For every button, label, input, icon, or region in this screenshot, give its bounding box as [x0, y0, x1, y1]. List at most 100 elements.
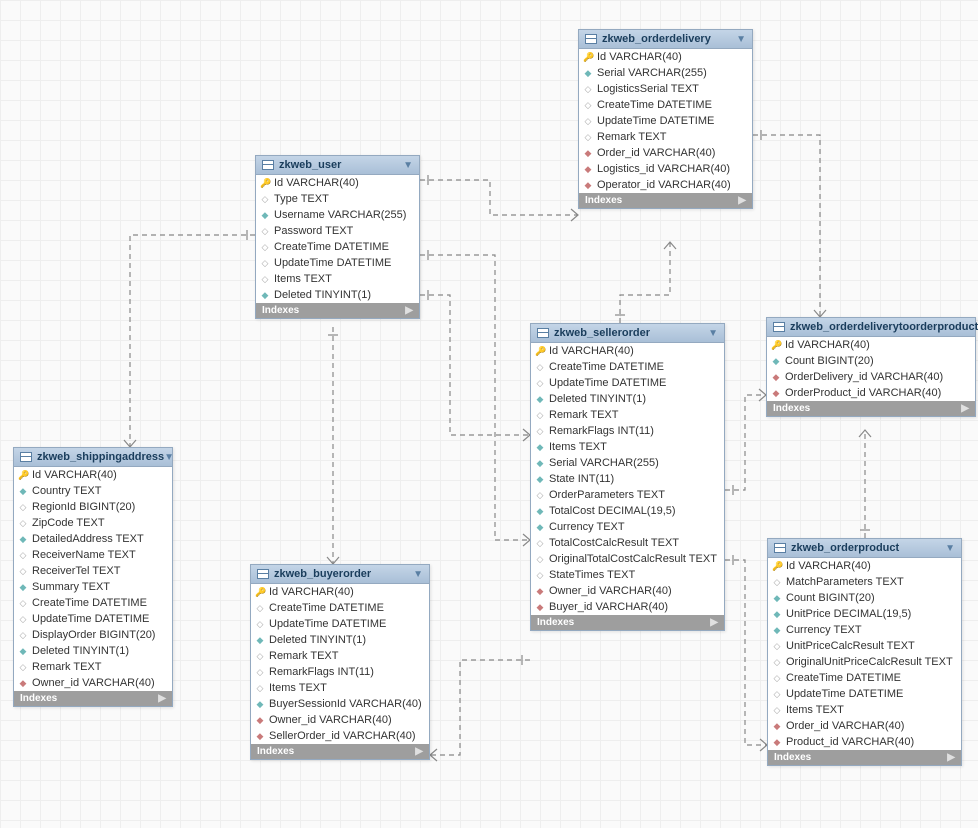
column-row[interactable]: ◆Operator_id VARCHAR(40) — [579, 177, 752, 193]
table-footer-indexes[interactable]: Indexes▶ — [767, 401, 975, 416]
collapse-icon[interactable]: ▼ — [736, 34, 746, 45]
table-footer-indexes[interactable]: Indexes▶ — [251, 744, 429, 759]
column-row[interactable]: ◆Country TEXT — [14, 483, 172, 499]
column-row[interactable]: ◇UpdateTime DATETIME — [256, 255, 419, 271]
column-row[interactable]: ◇ReceiverName TEXT — [14, 547, 172, 563]
column-row[interactable]: ◆Username VARCHAR(255) — [256, 207, 419, 223]
column-row[interactable]: 🔑Id VARCHAR(40) — [531, 343, 724, 359]
column-row[interactable]: ◇UpdateTime DATETIME — [579, 113, 752, 129]
column-row[interactable]: ◇ZipCode TEXT — [14, 515, 172, 531]
column-row[interactable]: 🔑Id VARCHAR(40) — [251, 584, 429, 600]
column-row[interactable]: ◆Count BIGINT(20) — [768, 590, 961, 606]
column-row[interactable]: ◇Items TEXT — [256, 271, 419, 287]
column-row[interactable]: ◇StateTimes TEXT — [531, 567, 724, 583]
column-row[interactable]: ◆Serial VARCHAR(255) — [579, 65, 752, 81]
column-row[interactable]: ◆Deleted TINYINT(1) — [251, 632, 429, 648]
column-row[interactable]: ◇OrderParameters TEXT — [531, 487, 724, 503]
table-header[interactable]: zkweb_buyerorder▼ — [251, 565, 429, 584]
column-row[interactable]: ◆TotalCost DECIMAL(19,5) — [531, 503, 724, 519]
column-row[interactable]: ◆Order_id VARCHAR(40) — [579, 145, 752, 161]
column-row[interactable]: ◇UnitPriceCalcResult TEXT — [768, 638, 961, 654]
column-row[interactable]: ◆Count BIGINT(20) — [767, 353, 975, 369]
column-row[interactable]: ◇RegionId BIGINT(20) — [14, 499, 172, 515]
collapse-icon[interactable]: ▼ — [164, 452, 174, 463]
collapse-icon[interactable]: ▼ — [403, 160, 413, 171]
table-orderproduct[interactable]: zkweb_orderproduct▼🔑Id VARCHAR(40)◇Match… — [767, 538, 962, 766]
column-row[interactable]: ◇CreateTime DATETIME — [14, 595, 172, 611]
column-row[interactable]: ◇ReceiverTel TEXT — [14, 563, 172, 579]
column-row[interactable]: ◇DisplayOrder BIGINT(20) — [14, 627, 172, 643]
column-row[interactable]: ◇Remark TEXT — [579, 129, 752, 145]
column-row[interactable]: ◇MatchParameters TEXT — [768, 574, 961, 590]
column-row[interactable]: ◆Order_id VARCHAR(40) — [768, 718, 961, 734]
column-row[interactable]: ◆Summary TEXT — [14, 579, 172, 595]
column-row[interactable]: ◇Type TEXT — [256, 191, 419, 207]
column-row[interactable]: ◆DetailedAddress TEXT — [14, 531, 172, 547]
column-row[interactable]: ◇UpdateTime DATETIME — [531, 375, 724, 391]
column-row[interactable]: ◆Deleted TINYINT(1) — [256, 287, 419, 303]
table-footer-indexes[interactable]: Indexes▶ — [579, 193, 752, 208]
column-row[interactable]: ◆Logistics_id VARCHAR(40) — [579, 161, 752, 177]
table-orderdeliverytoorderproduct[interactable]: zkweb_orderdeliverytoorderproduct▼🔑Id VA… — [766, 317, 976, 417]
table-buyerorder[interactable]: zkweb_buyerorder▼🔑Id VARCHAR(40)◇CreateT… — [250, 564, 430, 760]
column-row[interactable]: ◆Items TEXT — [531, 439, 724, 455]
column-row[interactable]: ◇RemarkFlags INT(11) — [531, 423, 724, 439]
column-row[interactable]: ◆SellerOrder_id VARCHAR(40) — [251, 728, 429, 744]
column-row[interactable]: ◇CreateTime DATETIME — [579, 97, 752, 113]
column-row[interactable]: ◆Currency TEXT — [768, 622, 961, 638]
column-row[interactable]: ◆Owner_id VARCHAR(40) — [14, 675, 172, 691]
column-row[interactable]: 🔑Id VARCHAR(40) — [14, 467, 172, 483]
column-row[interactable]: ◇UpdateTime DATETIME — [14, 611, 172, 627]
column-row[interactable]: ◇CreateTime DATETIME — [768, 670, 961, 686]
column-row[interactable]: ◇CreateTime DATETIME — [256, 239, 419, 255]
table-footer-indexes[interactable]: Indexes▶ — [14, 691, 172, 706]
column-row[interactable]: ◇Items TEXT — [251, 680, 429, 696]
table-footer-indexes[interactable]: Indexes▶ — [256, 303, 419, 318]
column-row[interactable]: ◆UnitPrice DECIMAL(19,5) — [768, 606, 961, 622]
column-row[interactable]: ◆OrderProduct_id VARCHAR(40) — [767, 385, 975, 401]
column-row[interactable]: ◆Serial VARCHAR(255) — [531, 455, 724, 471]
column-row[interactable]: ◇Items TEXT — [768, 702, 961, 718]
column-row[interactable]: 🔑Id VARCHAR(40) — [768, 558, 961, 574]
table-footer-indexes[interactable]: Indexes▶ — [531, 615, 724, 630]
table-header[interactable]: zkweb_orderdelivery▼ — [579, 30, 752, 49]
column-row[interactable]: ◇OriginalTotalCostCalcResult TEXT — [531, 551, 724, 567]
column-row[interactable]: ◇OriginalUnitPriceCalcResult TEXT — [768, 654, 961, 670]
column-row[interactable]: 🔑Id VARCHAR(40) — [579, 49, 752, 65]
column-row[interactable]: ◆Buyer_id VARCHAR(40) — [531, 599, 724, 615]
table-header[interactable]: zkweb_orderproduct▼ — [768, 539, 961, 558]
column-row[interactable]: ◆Currency TEXT — [531, 519, 724, 535]
table-user[interactable]: zkweb_user▼🔑Id VARCHAR(40)◇Type TEXT◆Use… — [255, 155, 420, 319]
column-row[interactable]: ◆BuyerSessionId VARCHAR(40) — [251, 696, 429, 712]
collapse-icon[interactable]: ▼ — [708, 328, 718, 339]
table-header[interactable]: zkweb_sellerorder▼ — [531, 324, 724, 343]
column-row[interactable]: ◇UpdateTime DATETIME — [251, 616, 429, 632]
collapse-icon[interactable]: ▼ — [945, 543, 955, 554]
column-row[interactable]: ◆Product_id VARCHAR(40) — [768, 734, 961, 750]
column-row[interactable]: ◆Owner_id VARCHAR(40) — [531, 583, 724, 599]
column-row[interactable]: ◇Remark TEXT — [14, 659, 172, 675]
column-row[interactable]: ◇Password TEXT — [256, 223, 419, 239]
table-header[interactable]: zkweb_orderdeliverytoorderproduct▼ — [767, 318, 975, 337]
column-row[interactable]: ◇Remark TEXT — [251, 648, 429, 664]
column-row[interactable]: 🔑Id VARCHAR(40) — [256, 175, 419, 191]
column-row[interactable]: ◇CreateTime DATETIME — [531, 359, 724, 375]
column-row[interactable]: ◆Owner_id VARCHAR(40) — [251, 712, 429, 728]
table-header[interactable]: zkweb_user▼ — [256, 156, 419, 175]
column-row[interactable]: ◆Deleted TINYINT(1) — [531, 391, 724, 407]
collapse-icon[interactable]: ▼ — [413, 569, 423, 580]
column-row[interactable]: ◇UpdateTime DATETIME — [768, 686, 961, 702]
column-row[interactable]: ◆OrderDelivery_id VARCHAR(40) — [767, 369, 975, 385]
column-row[interactable]: ◇CreateTime DATETIME — [251, 600, 429, 616]
table-header[interactable]: zkweb_shippingaddress▼ — [14, 448, 172, 467]
column-row[interactable]: ◇RemarkFlags INT(11) — [251, 664, 429, 680]
table-shippingaddress[interactable]: zkweb_shippingaddress▼🔑Id VARCHAR(40)◆Co… — [13, 447, 173, 707]
column-row[interactable]: ◇LogisticsSerial TEXT — [579, 81, 752, 97]
table-sellerorder[interactable]: zkweb_sellerorder▼🔑Id VARCHAR(40)◇Create… — [530, 323, 725, 631]
table-footer-indexes[interactable]: Indexes▶ — [768, 750, 961, 765]
table-orderdelivery[interactable]: zkweb_orderdelivery▼🔑Id VARCHAR(40)◆Seri… — [578, 29, 753, 209]
column-row[interactable]: 🔑Id VARCHAR(40) — [767, 337, 975, 353]
column-row[interactable]: ◇Remark TEXT — [531, 407, 724, 423]
column-row[interactable]: ◆State INT(11) — [531, 471, 724, 487]
column-row[interactable]: ◇TotalCostCalcResult TEXT — [531, 535, 724, 551]
